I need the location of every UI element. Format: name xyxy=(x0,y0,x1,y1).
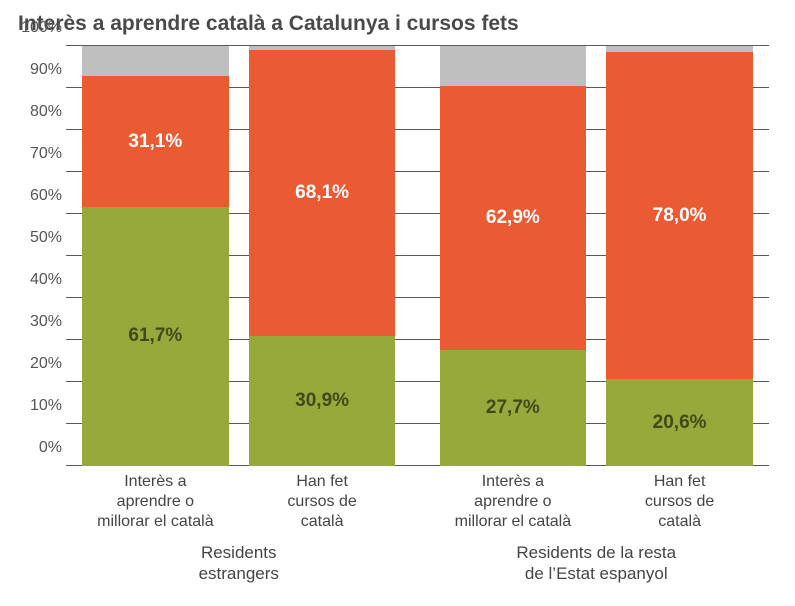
plot-area: 0%10%20%30%40%50%60%70%80%90%100% 61,7%3… xyxy=(66,46,769,466)
bar: 30,9% 68,1% xyxy=(249,46,396,466)
x-axis-label: Han fetcursos decatalà xyxy=(606,472,753,532)
bar-segment: 78,0% xyxy=(606,52,753,380)
bar-segment: 68,1% xyxy=(249,50,396,336)
group-label: Residents de la restade l’Estat espanyol xyxy=(424,542,770,585)
x-axis-labels: Interès aaprendre omillorar el català Han… xyxy=(66,466,769,532)
segment-value-label: 20,6% xyxy=(653,412,707,434)
group-label: Residentsestrangers xyxy=(66,542,412,585)
segment-value-label: 68,1% xyxy=(295,182,349,204)
y-tick-label: 20% xyxy=(18,355,62,373)
segment-value-label: 61,7% xyxy=(128,325,182,347)
x-axis-label: Interès aaprendre omillorar el català xyxy=(440,472,587,532)
chart-container: Interès a aprendre català a Catalunya i … xyxy=(0,0,795,606)
segment-value-label: 27,7% xyxy=(486,397,540,419)
chart-title: Interès a aprendre català a Catalunya i … xyxy=(18,12,777,36)
bar-segment: 30,9% xyxy=(249,336,396,466)
x-axis-label: Han fetcursos decatalà xyxy=(249,472,396,532)
x-axis-label: Interès aaprendre omillorar el català xyxy=(82,472,229,532)
group-labels: Residentsestrangers Residents de la resta… xyxy=(66,542,769,585)
bar-group: 27,7% 62,9% 20,6% 78,0% xyxy=(424,46,770,466)
y-tick-label: 60% xyxy=(18,187,62,205)
y-tick-label: 0% xyxy=(18,439,62,457)
y-tick-label: 90% xyxy=(18,61,62,79)
bar-segment xyxy=(82,46,229,76)
y-tick-label: 40% xyxy=(18,271,62,289)
bar-segment: 62,9% xyxy=(440,86,587,350)
bar-segment: 27,7% xyxy=(440,350,587,466)
bar: 20,6% 78,0% xyxy=(606,46,753,466)
y-tick-label: 80% xyxy=(18,103,62,121)
bar: 61,7% 31,1% xyxy=(82,46,229,466)
y-tick-label: 50% xyxy=(18,229,62,247)
bar: 27,7% 62,9% xyxy=(440,46,587,466)
bar-group: 61,7% 31,1% 30,9% 68,1% xyxy=(66,46,412,466)
y-tick-label: 100% xyxy=(18,19,62,37)
x-label-group: Interès aaprendre omillorar el català Han… xyxy=(424,466,770,532)
x-label-group: Interès aaprendre omillorar el català Han… xyxy=(66,466,412,532)
bar-segment: 61,7% xyxy=(82,207,229,466)
segment-value-label: 78,0% xyxy=(653,205,707,227)
segment-value-label: 31,1% xyxy=(128,131,182,153)
y-tick-label: 30% xyxy=(18,313,62,331)
bar-segment: 31,1% xyxy=(82,76,229,207)
bar-segment: 20,6% xyxy=(606,379,753,466)
y-tick-label: 10% xyxy=(18,397,62,415)
segment-value-label: 62,9% xyxy=(486,207,540,229)
bar-segment xyxy=(440,46,587,85)
segment-value-label: 30,9% xyxy=(295,390,349,412)
y-tick-label: 70% xyxy=(18,145,62,163)
bars-layer: 61,7% 31,1% 30,9% 68,1% 27,7% 62,9% 20,6% 78,0% xyxy=(66,46,769,466)
